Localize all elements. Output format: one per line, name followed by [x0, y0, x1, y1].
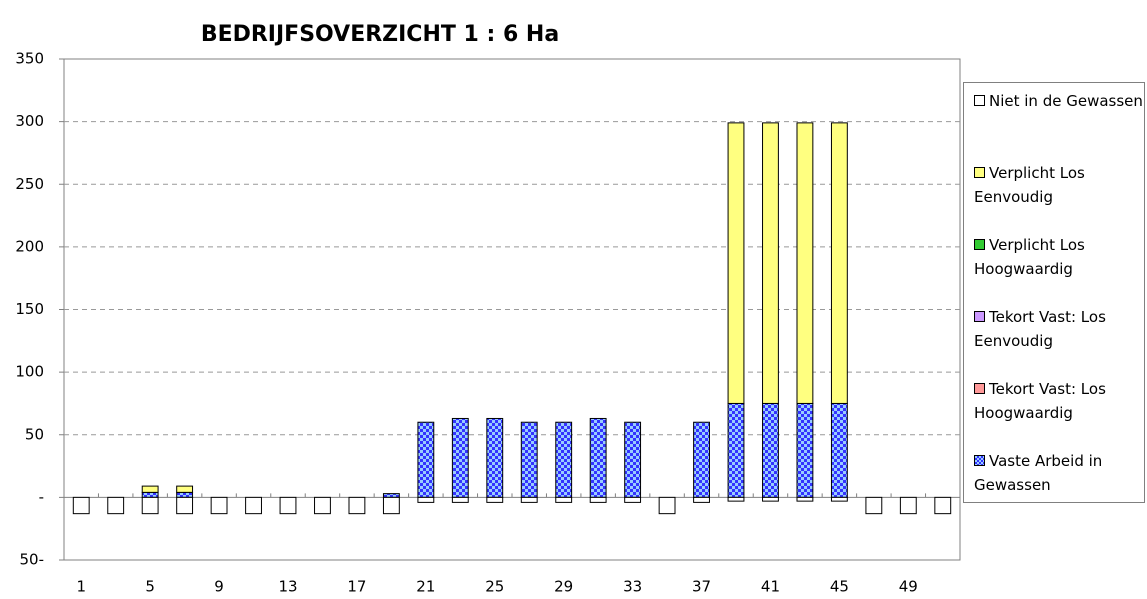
legend-item: Tekort Vast: Los Eenvoudig: [974, 305, 1144, 353]
bar-segment: [141, 485, 159, 493]
x-tick-label: 9: [214, 578, 224, 596]
legend: Niet in de Gewassen Verplicht Los Eenvoud…: [963, 82, 1145, 503]
bar-segment: [382, 493, 400, 498]
x-tick-label: 37: [692, 578, 711, 596]
y-tick-label: 150: [15, 300, 44, 318]
x-tick-label: 45: [830, 578, 849, 596]
bar-segment: [314, 496, 331, 515]
legend-label: Vaste Arbeid in Gewassen: [974, 452, 1103, 494]
y-tick-label: 50: [25, 425, 44, 443]
bar-segment: [796, 402, 814, 498]
bar-segment: [589, 496, 607, 503]
legend-item: Niet in de Gewassen: [974, 89, 1144, 113]
bar-segment: [762, 122, 779, 404]
legend-label: Tekort Vast: Los Hoogwaardig: [974, 380, 1106, 422]
bar-segment: [245, 496, 262, 515]
chart-title: BEDRIJFSOVERZICHT 1 : 6 Ha: [201, 22, 559, 47]
bar-segment: [176, 485, 194, 493]
bar-segment: [865, 496, 883, 515]
legend-swatch: [974, 311, 985, 322]
bar-segment: [934, 496, 952, 515]
bar-segment: [451, 417, 469, 498]
bar-segment: [176, 491, 194, 498]
bar-segment: [727, 496, 745, 502]
bar-segment: [107, 496, 125, 515]
legend-swatch: [974, 95, 985, 106]
x-tick-label: 21: [416, 578, 435, 596]
x-tick-label: 41: [761, 578, 780, 596]
bar-segment: [727, 402, 745, 498]
bar-segment: [762, 402, 779, 498]
legend-item: Verplicht Los Hoogwaardig: [974, 233, 1144, 281]
y-tick-label: -: [39, 488, 44, 506]
x-tick-label: 33: [623, 578, 642, 596]
legend-item: Tekort Vast: Los Hoogwaardig: [974, 377, 1144, 425]
bar-segment: [727, 122, 745, 404]
bar-segment: [693, 496, 710, 503]
x-tick-label: 29: [554, 578, 573, 596]
y-tick-label: 250: [15, 175, 44, 193]
bar-segment: [176, 496, 194, 515]
x-tick-label: 25: [485, 578, 504, 596]
legend-item: Vaste Arbeid in Gewassen: [974, 449, 1144, 497]
x-tick-label: 5: [145, 578, 155, 596]
bar-segment: [555, 421, 573, 498]
legend-label: Verplicht Los Hoogwaardig: [974, 236, 1085, 278]
legend-label: Tekort Vast: Los Eenvoudig: [974, 308, 1106, 350]
bar-segment: [141, 496, 159, 515]
legend-swatch: [974, 383, 985, 394]
y-tick-label: 300: [15, 112, 44, 130]
bar-segment: [899, 496, 917, 515]
bar-segment: [658, 496, 676, 515]
legend-swatch: [974, 167, 985, 178]
bar-segment: [589, 417, 607, 498]
x-tick-label: 49: [899, 578, 918, 596]
legend-swatch: [974, 239, 985, 250]
bar-segment: [796, 122, 814, 404]
bar-segment: [451, 496, 469, 503]
bar-segment: [210, 496, 228, 515]
bar-segment: [555, 496, 573, 503]
bar-segment: [520, 421, 538, 498]
bar-segment: [693, 421, 710, 498]
bar-segment: [72, 496, 90, 515]
bar-segment: [486, 417, 504, 498]
bar-segment: [382, 496, 400, 515]
bar-segment: [762, 496, 779, 502]
x-tick-label: 13: [278, 578, 297, 596]
bar-segment: [830, 122, 848, 404]
bar-segment: [520, 496, 538, 503]
bar-segment: [417, 421, 435, 498]
y-tick-label: 350: [15, 50, 44, 68]
legend-label: Verplicht Los Eenvoudig: [974, 164, 1085, 206]
plot-area: [63, 58, 961, 561]
bar-segment: [830, 402, 848, 498]
bar-segment: [624, 496, 642, 503]
y-tick-label: 50-: [20, 551, 45, 569]
y-tick-label: 100: [15, 363, 44, 381]
bar-segment: [279, 496, 297, 515]
bar-segment: [348, 496, 366, 515]
x-tick-label: 1: [76, 578, 86, 596]
bar-segment: [830, 496, 848, 502]
bar-segment: [141, 491, 159, 498]
y-tick-label: 200: [15, 237, 44, 255]
x-tick-label: 17: [347, 578, 366, 596]
legend-swatch: [974, 455, 985, 466]
legend-item: Verplicht Los Eenvoudig: [974, 161, 1144, 209]
bar-segment: [417, 496, 435, 503]
bar-segment: [796, 496, 814, 502]
bar-segment: [486, 496, 504, 503]
legend-label: Niet in de Gewassen: [989, 92, 1143, 110]
bar-segment: [624, 421, 642, 498]
